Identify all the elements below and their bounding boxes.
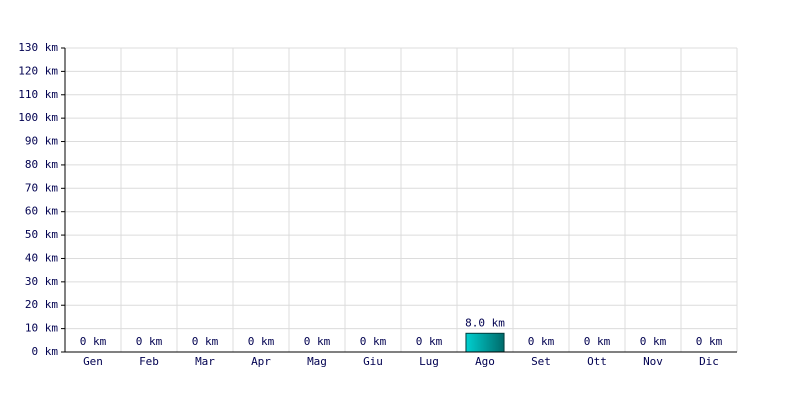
value-label: 0 km <box>696 335 723 348</box>
y-tick-label: 90 km <box>25 135 58 148</box>
y-tick-label: 80 km <box>25 158 58 171</box>
value-label: 0 km <box>304 335 331 348</box>
y-tick-label: 0 km <box>32 345 59 358</box>
value-label: 0 km <box>416 335 443 348</box>
y-tick-label: 100 km <box>18 111 58 124</box>
x-tick-label: Ago <box>475 355 495 368</box>
x-tick-label: Lug <box>419 355 439 368</box>
value-label: 0 km <box>80 335 107 348</box>
x-tick-label: Giu <box>363 355 383 368</box>
y-tick-label: 50 km <box>25 228 58 241</box>
y-tick-label: 120 km <box>18 64 58 77</box>
value-label: 0 km <box>640 335 667 348</box>
x-tick-label: Feb <box>139 355 159 368</box>
y-tick-label: 10 km <box>25 322 58 335</box>
y-tick-label: 110 km <box>18 88 58 101</box>
x-tick-label: Nov <box>643 355 663 368</box>
value-label: 8.0 km <box>465 316 505 329</box>
x-tick-label: Set <box>531 355 551 368</box>
y-tick-label: 40 km <box>25 251 58 264</box>
bar <box>465 332 505 353</box>
value-label: 0 km <box>360 335 387 348</box>
x-tick-label: Ott <box>587 355 607 368</box>
value-label: 0 km <box>192 335 219 348</box>
y-tick-label: 60 km <box>25 205 58 218</box>
value-label: 0 km <box>136 335 163 348</box>
y-tick-label: 30 km <box>25 275 58 288</box>
value-label: 0 km <box>528 335 555 348</box>
x-tick-label: Gen <box>83 355 103 368</box>
y-tick-label: 20 km <box>25 298 58 311</box>
value-label: 0 km <box>248 335 275 348</box>
value-label: 0 km <box>584 335 611 348</box>
x-tick-label: Apr <box>251 355 271 368</box>
x-tick-label: Mar <box>195 355 215 368</box>
x-tick-label: Mag <box>307 355 327 368</box>
x-tick-label: Dic <box>699 355 719 368</box>
y-tick-label: 70 km <box>25 181 58 194</box>
grid <box>65 47 738 353</box>
y-tick-label: 130 km <box>18 41 58 54</box>
